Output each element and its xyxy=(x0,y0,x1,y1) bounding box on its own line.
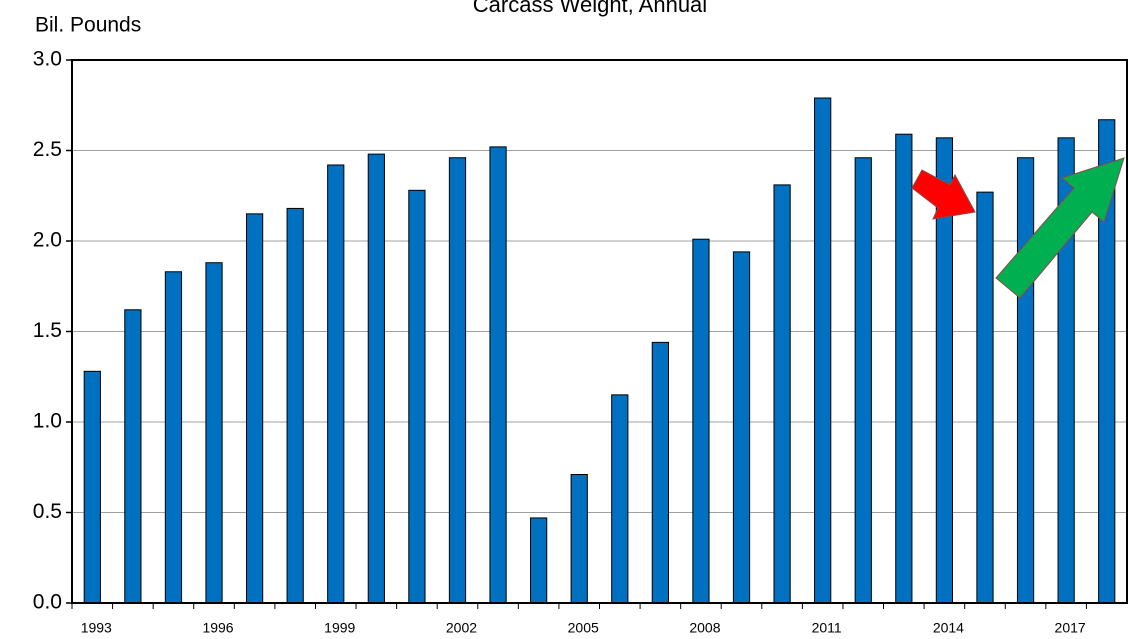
x-tick-label: 2017 xyxy=(1055,620,1086,636)
y-tick-label: 0.0 xyxy=(33,591,62,614)
bar xyxy=(651,341,669,604)
y-tick-label: 2.0 xyxy=(33,229,62,252)
x-tick-label: 1999 xyxy=(324,620,355,636)
bar xyxy=(489,146,507,604)
bar xyxy=(814,97,832,604)
x-tick-label: 2005 xyxy=(568,620,599,636)
bar xyxy=(327,164,345,604)
bar xyxy=(854,157,872,604)
bar xyxy=(448,157,467,604)
green-arrow xyxy=(995,157,1125,299)
red-arrow xyxy=(911,169,976,220)
y-tick-label: 1.0 xyxy=(33,410,62,433)
x-tick-label: 2008 xyxy=(689,620,720,636)
bar xyxy=(205,262,223,604)
x-tick-label: 2002 xyxy=(446,620,477,636)
bar xyxy=(124,309,142,604)
y-tick-label: 0.5 xyxy=(33,500,62,523)
plot-border xyxy=(71,59,1128,604)
chart-title: Carcass Weight, Annual xyxy=(473,0,707,17)
bar xyxy=(245,213,264,604)
x-tick-label: 2014 xyxy=(933,620,964,636)
bar xyxy=(408,189,426,604)
bar xyxy=(773,184,791,604)
y-tick-label: 1.5 xyxy=(33,319,62,342)
bar xyxy=(1016,157,1035,604)
bar xyxy=(286,207,304,604)
bar xyxy=(895,133,913,604)
plot-area: 0.0 0.5 1.0 1.5 2.0 2.5 3.0 1993 1996 1999 2002 200… xyxy=(33,48,1128,636)
bar xyxy=(367,153,385,604)
y-tick-label: 2.5 xyxy=(33,138,62,161)
bar xyxy=(83,370,101,604)
bar xyxy=(692,238,710,604)
bar xyxy=(976,191,994,604)
bar xyxy=(732,251,751,604)
x-tick-label: 1996 xyxy=(202,620,233,636)
y-tick-label: 3.0 xyxy=(33,48,62,71)
x-tick-label: 1993 xyxy=(81,620,112,636)
y-axis-label: Bil. Pounds xyxy=(35,14,141,37)
bar xyxy=(611,394,629,604)
bar xyxy=(530,517,548,604)
bar xyxy=(164,271,183,604)
x-tick-label: 2011 xyxy=(812,620,842,636)
bar xyxy=(570,473,588,604)
